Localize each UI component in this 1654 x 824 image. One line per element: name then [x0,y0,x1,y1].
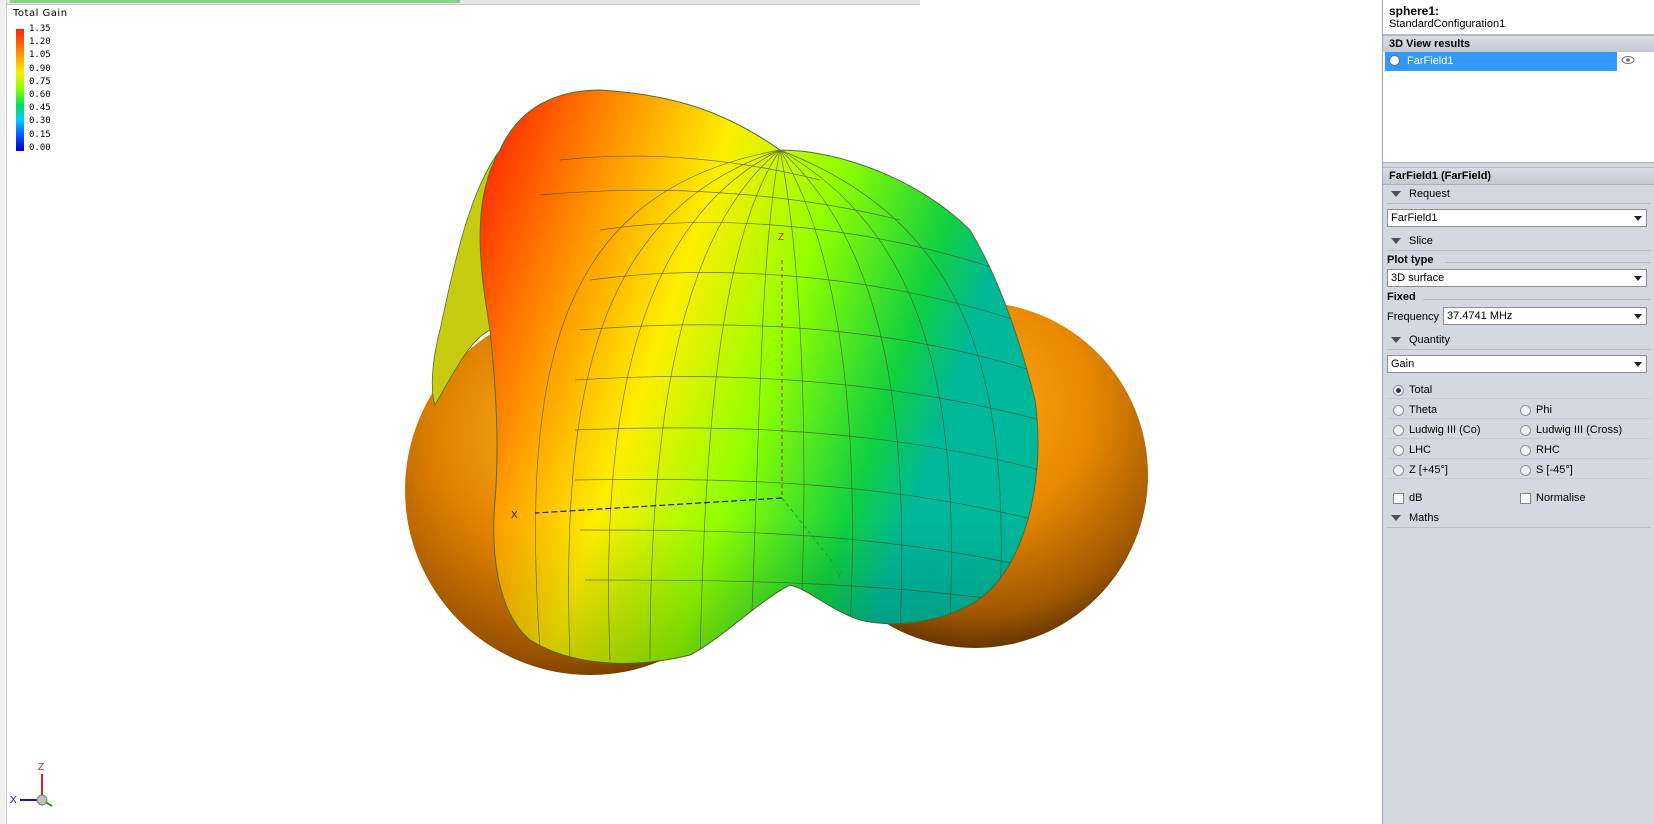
radio-z45[interactable] [1393,465,1404,476]
radio-rhc[interactable] [1520,445,1531,456]
z-axis-label: Z [778,232,784,243]
results-header: 3D View results [1383,35,1654,53]
svg-text:X: X [10,795,17,806]
normalise-checkbox-label: Normalise [1536,492,1586,504]
frequency-select[interactable]: 37.4741 MHz [1443,307,1647,325]
chevron-down-icon [1634,362,1642,367]
radio-z45-label: Z [+45°] [1409,464,1448,476]
maths-section-toggle[interactable]: Maths [1387,509,1651,528]
properties-header: FarField1 (FarField) [1383,167,1654,185]
plot-type-label: Plot type [1387,254,1434,266]
active-tab-indicator [10,0,460,3]
far-field-3d-plot[interactable]: Z X Y [0,0,1382,824]
color-legend: Total Gain 1.35 1.20 1.05 0.90 0.75 0.60… [13,8,68,153]
radio-total[interactable] [1393,385,1404,396]
properties-panel: sphere1: StandardConfiguration1 3D View … [1382,0,1654,824]
db-checkbox-label: dB [1409,492,1423,504]
collapse-triangle-icon [1391,337,1401,343]
viewport-left-edge [0,0,7,824]
frequency-label: Frequency [1387,311,1439,323]
plot-type-select[interactable]: 3D surface [1387,269,1647,287]
viewport-tab-strip [0,0,920,5]
legend-tick: 0.30 [29,116,51,127]
radio-ludwig-cross-label: Ludwig III (Cross) [1536,424,1623,436]
collapse-triangle-icon [1391,191,1401,197]
legend-tick: 1.35 [29,24,51,34]
legend-ticks: 1.35 1.20 1.05 0.90 0.75 0.60 0.45 0.30 … [29,23,51,155]
radio-theta-label: Theta [1409,404,1438,416]
radio-lhc-label: LHC [1409,444,1432,456]
farfield-icon [1389,55,1400,66]
x-axis-label: X [511,510,518,521]
collapse-triangle-icon [1391,238,1401,244]
radio-lhc[interactable] [1393,445,1404,456]
3d-viewport[interactable]: Z X Y Total Gain 1.35 1.20 1.05 0.90 0.7… [0,0,1382,824]
fixed-label: Fixed [1387,291,1416,303]
legend-tick: 1.05 [29,50,51,61]
db-checkbox[interactable] [1393,493,1404,504]
slice-section-toggle[interactable]: Slice [1387,232,1651,251]
radio-ludwig-co[interactable] [1393,425,1404,436]
collapse-triangle-icon [1391,515,1401,521]
request-select[interactable]: FarField1 [1387,209,1647,227]
radio-ludwig-cross[interactable] [1520,425,1531,436]
chevron-down-icon [1634,216,1642,221]
legend-tick: 0.75 [29,76,51,87]
radio-ludwig-co-label: Ludwig III (Co) [1409,424,1481,436]
farfield-properties-form: Request FarField1 Slice Plot type 3D sur… [1383,185,1654,824]
legend-tick: 0.45 [29,103,51,114]
radio-s45[interactable] [1520,465,1531,476]
orientation-triad-icon: Z X [10,762,53,807]
radio-theta[interactable] [1393,405,1404,416]
legend-tick: 0.00 [29,142,51,153]
result-item-label: FarField1 [1407,55,1454,67]
legend-tick: 0.90 [29,63,51,74]
radio-phi-label: Phi [1536,404,1552,416]
radio-total-label: Total [1409,384,1433,396]
origin-axes: Z X Y [511,232,843,581]
results-list: FarField1 [1383,52,1654,163]
configuration-name: StandardConfiguration1 [1389,18,1506,30]
quantity-section-toggle[interactable]: Quantity [1387,331,1651,350]
radio-rhc-label: RHC [1536,444,1560,456]
visibility-eye-icon[interactable] [1621,55,1635,65]
request-section-toggle[interactable]: Request [1387,185,1651,204]
legend-tick: 0.15 [29,129,51,140]
main-lobe [431,89,1039,664]
legend-tick: 0.60 [29,89,51,100]
chevron-down-icon [1634,276,1642,281]
result-item-farfield1[interactable]: FarField1 [1385,52,1617,71]
legend-tick: 1.20 [29,37,51,48]
radio-s45-label: S [-45°] [1536,464,1573,476]
svg-text:Z: Z [38,762,44,773]
legend-color-bar [16,29,24,151]
object-info: sphere1: StandardConfiguration1 [1383,0,1654,35]
radio-phi[interactable] [1520,405,1531,416]
normalise-checkbox[interactable] [1520,493,1531,504]
object-name: sphere1: [1389,4,1440,18]
y-axis-label: Y [836,570,843,581]
legend-title: Total Gain [13,8,68,19]
chevron-down-icon [1634,314,1642,319]
quantity-select[interactable]: Gain [1387,355,1647,373]
